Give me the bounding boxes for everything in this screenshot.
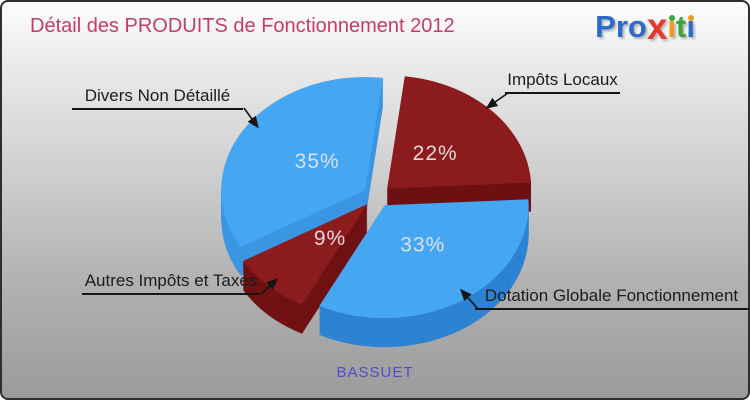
logo-text-i1: ı (667, 9, 677, 44)
pie-slice-impots-locaux (387, 76, 531, 218)
pie-percent-label-divers-non-detaille: 35% (295, 150, 340, 173)
logo-i-dot-green (668, 15, 675, 21)
callout-arrow-divers-non-detaille (243, 107, 259, 129)
chart-title: Détail des PRODUITS de Fonctionnement 20… (30, 15, 455, 37)
callout-label-divers-non-detaille: Divers Non Détaillé (72, 86, 243, 110)
logo-text-x: x (646, 6, 668, 47)
pie-percent-label-autres-impots-et-taxes: 9% (314, 227, 346, 250)
pie-percent-label-dotation-globale-fonctionnement: 33% (400, 233, 445, 256)
logo-text-i2: ı (686, 9, 695, 44)
pie-slice-top-impots-locaux (387, 76, 531, 189)
commune-caption: BASSUET (336, 364, 414, 381)
callout-label-impots-locaux: Impôts Locaux (505, 70, 620, 94)
callout-label-autres-impots-et-taxes: Autres Impôts et Taxes (82, 271, 260, 295)
logo-i-dot-orange (687, 15, 694, 21)
callout-arrow-dotation-globale-fonctionnement (460, 288, 479, 310)
logo-text-pro: Pro (595, 9, 647, 44)
pie-slice-top-dotation-globale-fonctionnement (319, 199, 529, 319)
callout-arrow-autres-impots-et-taxes (260, 277, 279, 295)
pie-slice-divers-non-detaille (221, 76, 383, 276)
callout-arrow-impots-locaux (485, 92, 509, 109)
pie-slice-top-divers-non-detaille (221, 76, 383, 247)
pie-percent-label-impots-locaux: 22% (413, 142, 458, 165)
logo-text-t: t (676, 9, 687, 44)
proxiti-logo[interactable]: Prox ıt ı (595, 8, 695, 46)
callout-label-dotation-globale-fonctionnement: Dotation Globale Fonctionnement (475, 286, 748, 310)
